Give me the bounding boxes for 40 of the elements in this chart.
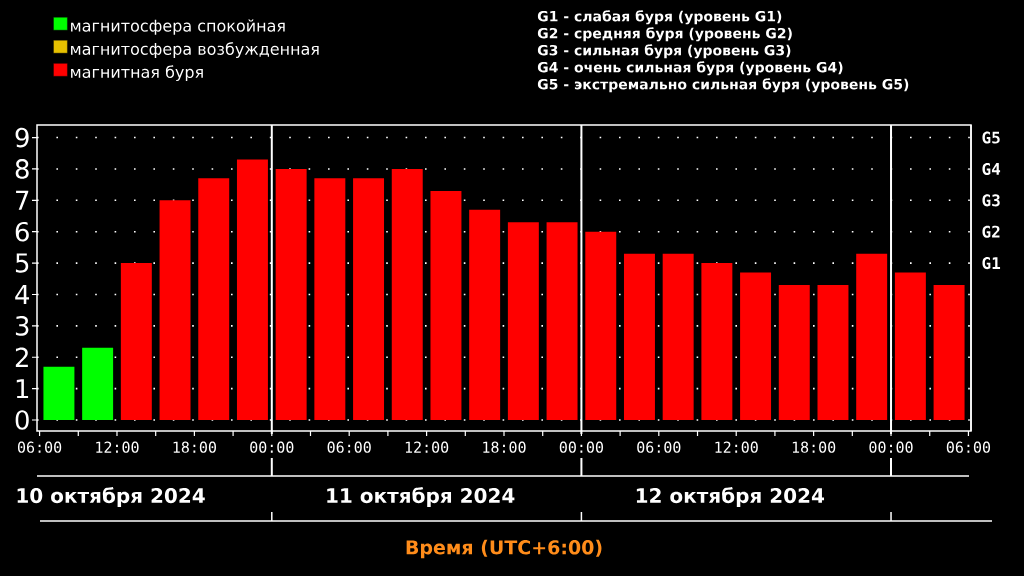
y-tick-label: 8	[15, 159, 29, 179]
x-tick-label: 06:00	[946, 441, 991, 453]
y-tick-label: 3	[15, 316, 29, 336]
x-tick-label: 18:00	[483, 441, 526, 453]
y-tick-label: 5	[15, 253, 29, 273]
y-tick-label: 2	[15, 347, 28, 367]
x-tick-label: 12:00	[96, 441, 139, 453]
x-tick-label: 18:00	[792, 441, 836, 453]
y-tick-label: 4	[15, 285, 30, 304]
y-tick-label: 0	[15, 410, 29, 430]
text: 12 октября 2024	[636, 487, 825, 507]
x-tick-label: 06:00	[17, 441, 62, 453]
x-tick-label: 12:00	[405, 441, 449, 453]
text: G5	[982, 131, 1000, 144]
x-tick-label: 12:00	[715, 441, 758, 453]
text: G3 - сильная буря (уровень G3)	[537, 44, 791, 59]
x-tick-label: 06:00	[327, 441, 371, 453]
y-tick-label: 9	[15, 127, 29, 148]
x-tick-label: 00:00	[250, 441, 294, 453]
text: 11 октября 2024	[327, 487, 515, 507]
legend-label: магнитосфера спокойная	[71, 19, 285, 35]
x-tick-label: 00:00	[559, 441, 604, 453]
text: 10 октября 2024	[17, 487, 205, 507]
x-tick-label: 06:00	[637, 441, 681, 453]
text: G5 - экстремально сильная буря (уровень G5)	[537, 78, 909, 93]
text: G2 - средняя буря (уровень G2)	[537, 27, 792, 42]
y-tick-label: 1	[16, 379, 29, 399]
x-tick-label: 00:00	[869, 441, 913, 453]
x-axis-title: Время (UTC+6:00)	[406, 539, 602, 559]
text: G1 - слабая буря (уровень G1)	[537, 10, 782, 25]
y-tick-label: 7	[16, 190, 29, 210]
text: G4 - очень сильная буря (уровень G4)	[537, 61, 843, 76]
y-tick-label: 6	[15, 221, 29, 242]
legend-label: магнитосфера возбужденная	[71, 42, 319, 58]
text: G1	[982, 257, 1001, 270]
legend-label: магнитная буря	[71, 65, 203, 82]
text: G4	[982, 162, 1001, 175]
x-tick-label: 18:00	[173, 441, 216, 453]
text: G2	[982, 225, 1000, 238]
text: G3	[982, 194, 1000, 207]
